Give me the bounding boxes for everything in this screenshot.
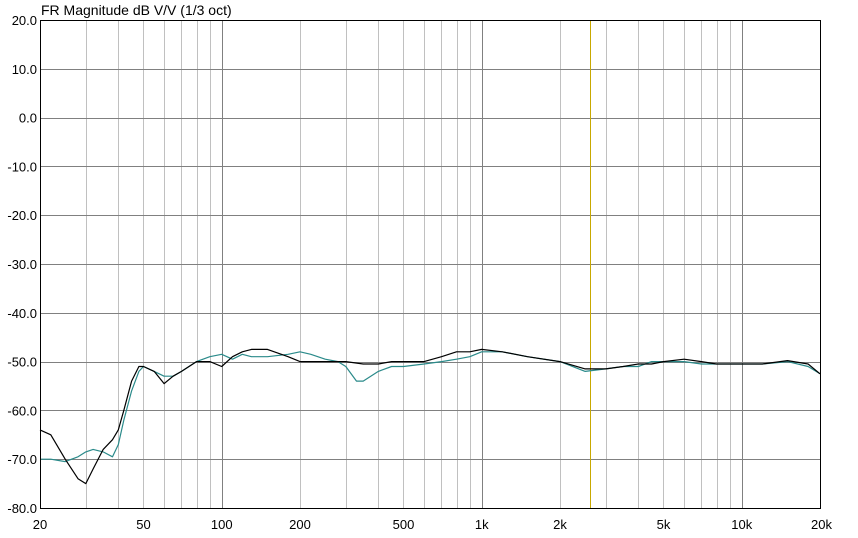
x-axis-tick-labels: 20 50 100 200 500 1k 2k 5k 10k 20k [33, 517, 833, 532]
x-tick-label: 500 [393, 517, 415, 532]
x-tick-label: 2k [553, 517, 567, 532]
y-tick-label: -70.0 [7, 452, 37, 467]
x-tick-label: 20 [33, 517, 47, 532]
series-layer [39, 348, 821, 485]
y-tick-label: 20.0 [12, 13, 37, 28]
x-tick-label: 200 [289, 517, 311, 532]
y-tick-label: 0.0 [19, 111, 37, 126]
grid [40, 20, 821, 509]
y-tick-label: 10.0 [12, 62, 37, 77]
y-tick-label: -20.0 [7, 208, 37, 223]
plot-frame [40, 20, 821, 509]
y-tick-label: -60.0 [7, 403, 37, 418]
y-tick-label: -30.0 [7, 257, 37, 272]
x-tick-label: 10k [731, 517, 752, 532]
chart-title: FR Magnitude dB V/V (1/3 oct) [41, 2, 232, 18]
x-tick-label: 20k [811, 517, 832, 532]
x-tick-label: 100 [211, 517, 233, 532]
x-tick-label: 50 [136, 517, 150, 532]
y-tick-label: -80.0 [7, 501, 37, 516]
y-tick-label: -50.0 [7, 355, 37, 370]
x-tick-label: 5k [657, 517, 671, 532]
y-tick-label: -10.0 [7, 159, 37, 174]
series-line-1 [39, 348, 821, 485]
y-axis-tick-labels: 20.0 10.0 0.0 -10.0 -20.0 -30.0 -40.0 -50.0 -60.… [7, 13, 37, 516]
x-tick-label: 1k [475, 517, 489, 532]
y-tick-label: -40.0 [7, 306, 37, 321]
series-line-2 [40, 351, 821, 463]
